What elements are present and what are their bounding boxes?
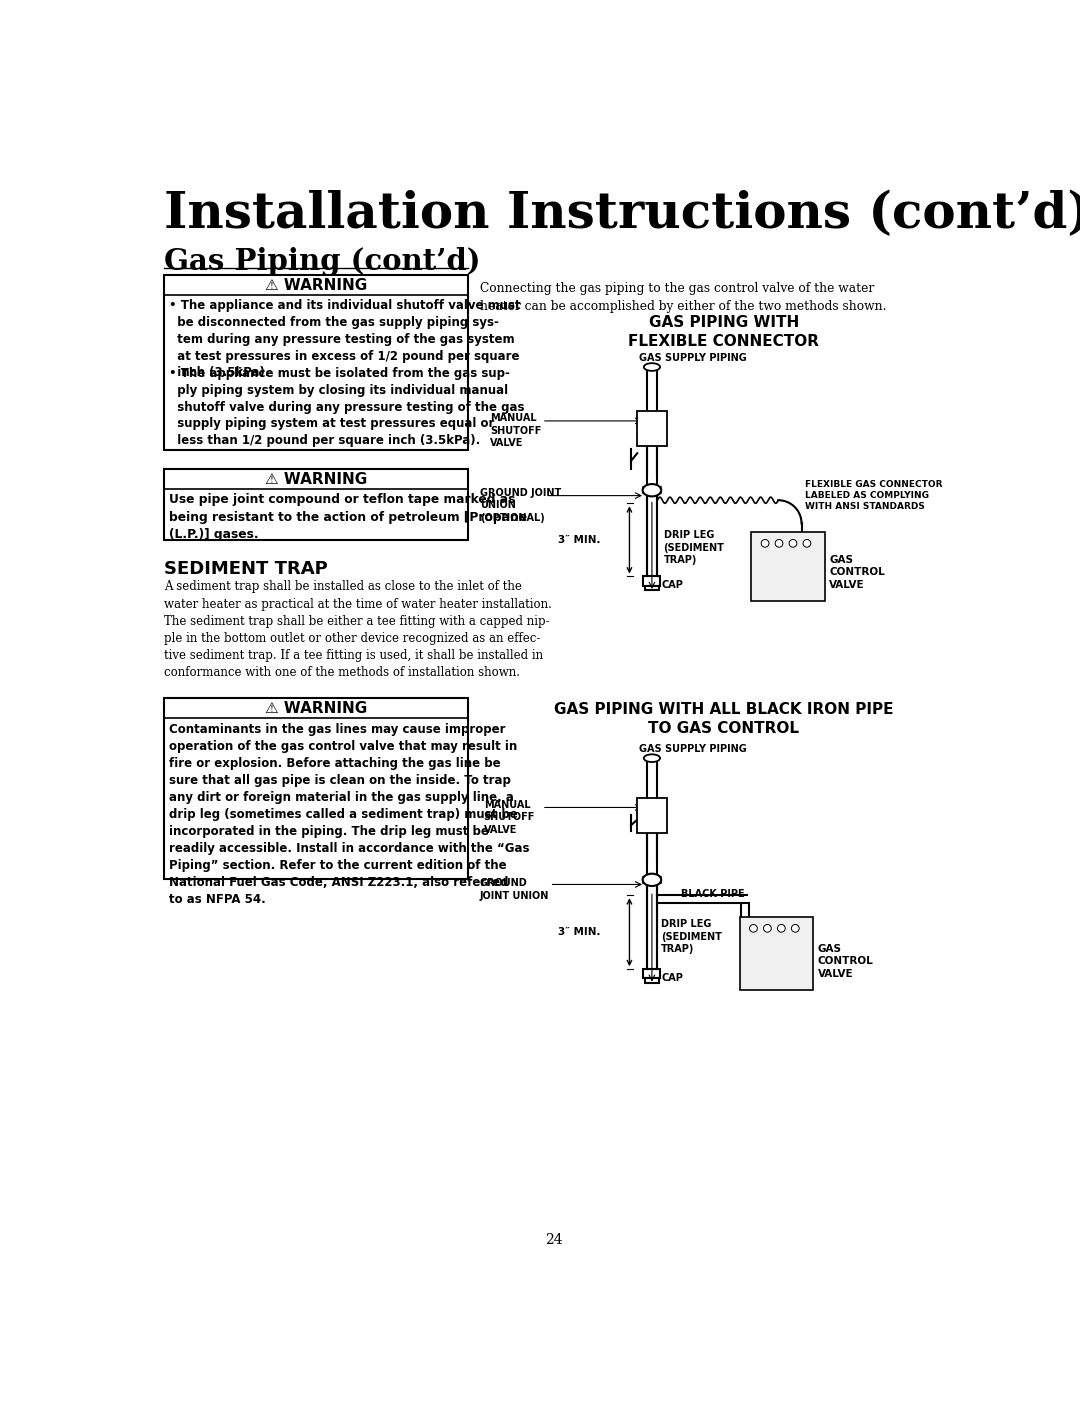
Text: GAS SUPPLY PIPING: GAS SUPPLY PIPING [638,745,746,755]
Circle shape [789,540,797,547]
Text: GAS
CONTROL
VALVE: GAS CONTROL VALVE [818,944,874,978]
Text: Connecting the gas piping to the gas control valve of the water
heater can be ac: Connecting the gas piping to the gas con… [480,282,887,313]
Text: GAS PIPING WITH ALL BLACK IRON PIPE
TO GAS CONTROL: GAS PIPING WITH ALL BLACK IRON PIPE TO G… [554,702,894,737]
Text: GROUND
JOINT UNION: GROUND JOINT UNION [480,878,550,901]
Text: MANUAL
SHUTOFF
VALVE: MANUAL SHUTOFF VALVE [490,414,541,448]
Text: GROUND JOINT
UNION
(OPTIONAL): GROUND JOINT UNION (OPTIONAL) [480,488,562,523]
Text: 3″ MIN.: 3″ MIN. [557,927,600,937]
Text: GAS PIPING WITH
FLEXIBLE CONNECTOR: GAS PIPING WITH FLEXIBLE CONNECTOR [629,314,820,349]
Bar [740,916,813,991]
Text: DRIP LEG
(SEDIMENT
TRAP): DRIP LEG (SEDIMENT TRAP) [663,530,725,565]
Text: • The appliance and its individual shutoff valve must
  be disconnected from the: • The appliance and its individual shuto… [170,299,521,379]
Text: SEDIMENT TRAP: SEDIMENT TRAP [164,560,328,578]
Text: CAP: CAP [661,974,684,984]
Bar [164,469,469,540]
Circle shape [761,540,769,547]
Ellipse shape [644,363,660,370]
Text: CAP: CAP [661,581,684,591]
Text: • The appliance must be isolated from the gas sup-
  ply piping system by closin: • The appliance must be isolated from th… [170,368,525,448]
Text: 24: 24 [544,1232,563,1246]
Bar [637,798,666,833]
Text: ⚠ WARNING: ⚠ WARNING [266,278,367,293]
Circle shape [792,925,799,932]
Bar [164,275,469,450]
Text: MANUAL
SHUTOFF
VALVE: MANUAL SHUTOFF VALVE [484,800,535,835]
Circle shape [804,540,811,547]
Text: BLACK PIPE: BLACK PIPE [680,890,744,899]
Text: Contaminants in the gas lines may cause improper
operation of the gas control va: Contaminants in the gas lines may cause … [170,723,529,906]
Bar [164,699,469,880]
Text: ⚠ WARNING: ⚠ WARNING [266,471,367,487]
Text: Use pipe joint compound or teflon tape marked as
being resistant to the action o: Use pipe joint compound or teflon tape m… [170,494,527,540]
Text: 3″ MIN.: 3″ MIN. [557,535,600,544]
Ellipse shape [644,755,660,762]
Text: Installation Instructions (cont’d): Installation Instructions (cont’d) [164,189,1080,239]
Ellipse shape [643,874,661,887]
Circle shape [778,925,785,932]
Text: DRIP LEG
(SEDIMENT
TRAP): DRIP LEG (SEDIMENT TRAP) [661,919,723,954]
Text: FLEXIBLE GAS CONNECTOR
LABELED AS COMPLYING
WITH ANSI STANDARDS: FLEXIBLE GAS CONNECTOR LABELED AS COMPLY… [806,480,943,512]
Bar [751,532,825,600]
Circle shape [750,925,757,932]
Text: A sediment trap shall be installed as close to the inlet of the
water heater as : A sediment trap shall be installed as cl… [164,581,552,679]
Bar [645,585,659,591]
Circle shape [775,540,783,547]
Bar [644,577,661,585]
Circle shape [764,925,771,932]
Text: GAS SUPPLY PIPING: GAS SUPPLY PIPING [638,354,746,363]
Bar [637,411,666,446]
Ellipse shape [643,484,661,497]
Bar [645,978,659,984]
Text: ⚠ WARNING: ⚠ WARNING [266,702,367,716]
Bar [644,969,661,978]
Text: GAS
CONTROL
VALVE: GAS CONTROL VALVE [829,556,886,589]
Text: Gas Piping (cont’d): Gas Piping (cont’d) [164,247,481,276]
